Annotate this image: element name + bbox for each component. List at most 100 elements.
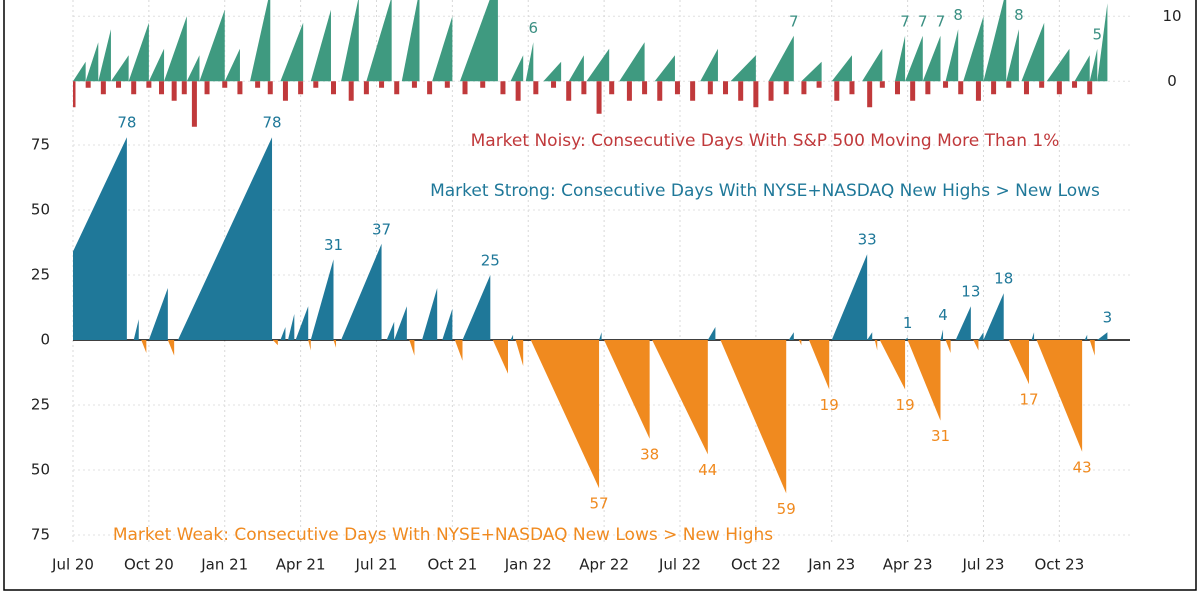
y-tick-label: 75 xyxy=(31,526,50,544)
sawtooth-episode xyxy=(1089,340,1095,356)
sawtooth-episode xyxy=(586,48,610,82)
sawtooth-episode xyxy=(280,327,286,340)
sawtooth-episode xyxy=(905,337,908,340)
data-label: 7 xyxy=(900,12,910,30)
sawtooth-episode xyxy=(983,293,1004,340)
sawtooth-episode xyxy=(462,275,491,340)
spike xyxy=(222,81,228,88)
spike xyxy=(1072,81,1078,88)
spike xyxy=(298,81,304,95)
data-label: 38 xyxy=(640,445,659,463)
x-tick-label: Jul 20 xyxy=(51,556,94,574)
spike xyxy=(566,81,572,101)
sawtooth-episode xyxy=(341,0,359,82)
sawtooth-episode xyxy=(874,340,878,351)
sawtooth-episode xyxy=(604,340,650,439)
sawtooth-episode xyxy=(73,61,86,82)
spike xyxy=(783,81,789,95)
weak-annotation: Market Weak: Consecutive Days With NYSE+… xyxy=(113,525,773,545)
spike xyxy=(159,81,165,95)
sawtooth-episode xyxy=(599,332,602,340)
spike xyxy=(894,81,900,95)
sawtooth-episode xyxy=(983,0,1007,82)
spike xyxy=(533,81,539,95)
sawtooth-episode xyxy=(955,306,971,340)
sawtooth-episode xyxy=(1097,3,1108,82)
sawtooth-episode xyxy=(333,340,337,348)
spike xyxy=(204,81,210,95)
sawtooth-episode xyxy=(568,55,584,82)
y-tick-label: 25 xyxy=(31,396,50,414)
sawtooth-episode xyxy=(394,306,407,340)
spike xyxy=(657,81,663,101)
data-label: 37 xyxy=(372,220,391,238)
spike xyxy=(131,81,137,95)
x-tick-label: Oct 22 xyxy=(731,556,781,574)
sawtooth-episode xyxy=(1008,340,1030,385)
sawtooth-episode xyxy=(186,55,200,82)
spike xyxy=(1023,81,1029,95)
spike xyxy=(462,81,468,95)
spike xyxy=(738,81,744,101)
spike xyxy=(444,81,450,88)
data-label: 6 xyxy=(529,19,539,37)
sawtooth-episode xyxy=(1036,340,1083,452)
sawtooth-episode xyxy=(619,42,645,82)
x-tick-label: Apr 22 xyxy=(579,556,629,574)
sawtooth-episode xyxy=(515,340,524,366)
sawtooth-episode xyxy=(510,334,514,340)
sawtooth-episode xyxy=(978,332,984,340)
sawtooth-episode xyxy=(224,48,240,82)
sawtooth-episode xyxy=(308,340,311,351)
spike xyxy=(975,81,981,101)
x-tick-label: Oct 20 xyxy=(124,556,174,574)
spike xyxy=(642,81,648,95)
spike xyxy=(674,81,680,95)
sawtooth-episode xyxy=(272,340,278,346)
spike xyxy=(943,81,949,88)
spike xyxy=(879,81,885,88)
sawtooth-episode xyxy=(973,340,979,351)
sawtooth-episode xyxy=(310,9,331,82)
sawtooth-episode xyxy=(295,306,309,340)
data-label: 31 xyxy=(931,427,950,445)
sawtooth-episode xyxy=(1006,29,1019,82)
sawtooth-episode xyxy=(963,16,984,82)
y-tick-label: 25 xyxy=(31,266,50,284)
sawtooth-episode xyxy=(720,340,787,494)
sawtooth-episode xyxy=(110,55,129,82)
spike xyxy=(925,81,931,95)
data-label: 19 xyxy=(820,396,839,414)
sawtooth-episode xyxy=(530,340,600,489)
strong-annotation: Market Strong: Consecutive Days With NYS… xyxy=(430,181,1100,201)
sawtooth-episode xyxy=(492,340,509,374)
spike xyxy=(581,81,587,95)
spike xyxy=(480,81,486,88)
data-label: 17 xyxy=(1019,391,1038,409)
sawtooth-episode xyxy=(945,340,951,353)
sawtooth-episode xyxy=(862,48,883,82)
data-label: 7 xyxy=(918,12,928,30)
spike xyxy=(282,81,288,101)
data-label: 25 xyxy=(481,252,500,270)
spike xyxy=(707,81,713,95)
sawtooth-episode xyxy=(98,29,111,82)
sawtooth-episode xyxy=(879,340,906,390)
sawtooth-episode xyxy=(128,22,149,82)
x-tick-label: Jan 23 xyxy=(807,556,855,574)
sawtooth-episode xyxy=(654,55,675,82)
spike xyxy=(834,81,840,101)
noisy-title: Market Noisy: Consecutive Days With S&P … xyxy=(471,131,1060,151)
frame xyxy=(3,0,1197,591)
spike xyxy=(801,81,807,95)
sawtooth-episode xyxy=(1046,48,1070,82)
spike xyxy=(255,81,261,88)
spike xyxy=(515,81,521,101)
spike xyxy=(816,81,822,88)
sawtooth-episode xyxy=(1097,332,1108,340)
x-tick-label: Jul 23 xyxy=(962,556,1005,574)
sawtooth-episode xyxy=(510,55,524,82)
sawtooth-episode xyxy=(1021,22,1045,82)
